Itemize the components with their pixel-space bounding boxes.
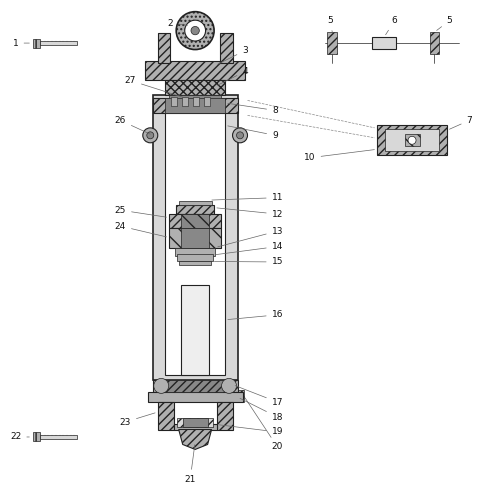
Bar	[181, 228, 209, 248]
Bar	[182, 97, 188, 106]
Bar	[153, 380, 238, 392]
Text: 27: 27	[124, 76, 182, 97]
Bar	[40, 41, 78, 45]
Bar	[216, 402, 232, 429]
Text: 5: 5	[327, 16, 332, 32]
Text: 2: 2	[168, 18, 188, 28]
Bar	[165, 380, 225, 392]
Bar	[171, 97, 177, 106]
Circle shape	[184, 20, 206, 41]
Bar	[404, 134, 419, 146]
Text: 11: 11	[212, 193, 283, 202]
Bar	[165, 80, 225, 96]
Bar	[220, 33, 232, 63]
Bar	[232, 390, 243, 402]
Bar	[33, 432, 40, 442]
Bar	[169, 228, 221, 248]
Circle shape	[176, 12, 214, 50]
Bar	[181, 214, 209, 228]
Bar	[377, 126, 447, 156]
Bar	[176, 205, 214, 214]
Text: 20: 20	[245, 398, 283, 452]
Text: 24: 24	[114, 222, 166, 237]
Bar	[175, 248, 215, 256]
Bar	[174, 424, 216, 430]
Bar	[153, 96, 238, 380]
Bar	[177, 254, 213, 261]
Text: 12: 12	[217, 208, 283, 218]
Bar	[193, 97, 199, 106]
Text: 19: 19	[220, 425, 283, 436]
Text: 6: 6	[386, 16, 398, 35]
Bar	[40, 435, 78, 439]
Text: 15: 15	[214, 258, 283, 266]
Text: 8: 8	[228, 104, 278, 115]
Text: 4: 4	[218, 67, 248, 85]
Circle shape	[408, 136, 416, 144]
Polygon shape	[178, 430, 212, 450]
Text: 25: 25	[114, 206, 166, 217]
Bar	[158, 402, 174, 429]
Circle shape	[147, 132, 154, 139]
Bar	[153, 98, 238, 113]
Bar	[178, 201, 212, 205]
Circle shape	[236, 132, 244, 139]
Bar	[158, 33, 170, 63]
Bar	[372, 37, 396, 49]
Text: 13: 13	[218, 226, 283, 247]
Text: 17: 17	[235, 386, 283, 406]
Text: 5: 5	[436, 16, 452, 30]
Text: 7: 7	[450, 116, 472, 129]
Bar	[204, 97, 210, 106]
Bar	[146, 60, 245, 80]
Bar	[169, 214, 221, 228]
Text: 18: 18	[240, 398, 283, 421]
Bar	[165, 103, 225, 374]
Bar	[328, 32, 338, 54]
Bar	[179, 262, 211, 266]
Text: 10: 10	[304, 150, 374, 162]
Text: 1: 1	[13, 38, 30, 48]
Bar	[169, 96, 221, 108]
Bar	[177, 418, 213, 427]
Bar	[33, 38, 40, 48]
Bar	[181, 285, 209, 374]
Text: 9: 9	[228, 126, 278, 140]
Text: 26: 26	[114, 116, 150, 134]
Circle shape	[154, 378, 168, 394]
Text: 3: 3	[218, 46, 248, 64]
Bar	[165, 98, 225, 113]
Circle shape	[191, 26, 200, 35]
Circle shape	[232, 128, 248, 143]
Bar	[148, 392, 242, 402]
Text: 22: 22	[10, 432, 29, 442]
Circle shape	[143, 128, 158, 143]
Text: 21: 21	[184, 444, 196, 484]
Bar	[430, 32, 440, 54]
Bar	[182, 418, 208, 427]
Circle shape	[222, 378, 236, 394]
Text: 23: 23	[120, 413, 155, 426]
Text: 14: 14	[216, 242, 283, 254]
Bar	[384, 130, 440, 152]
Text: 16: 16	[228, 310, 283, 320]
